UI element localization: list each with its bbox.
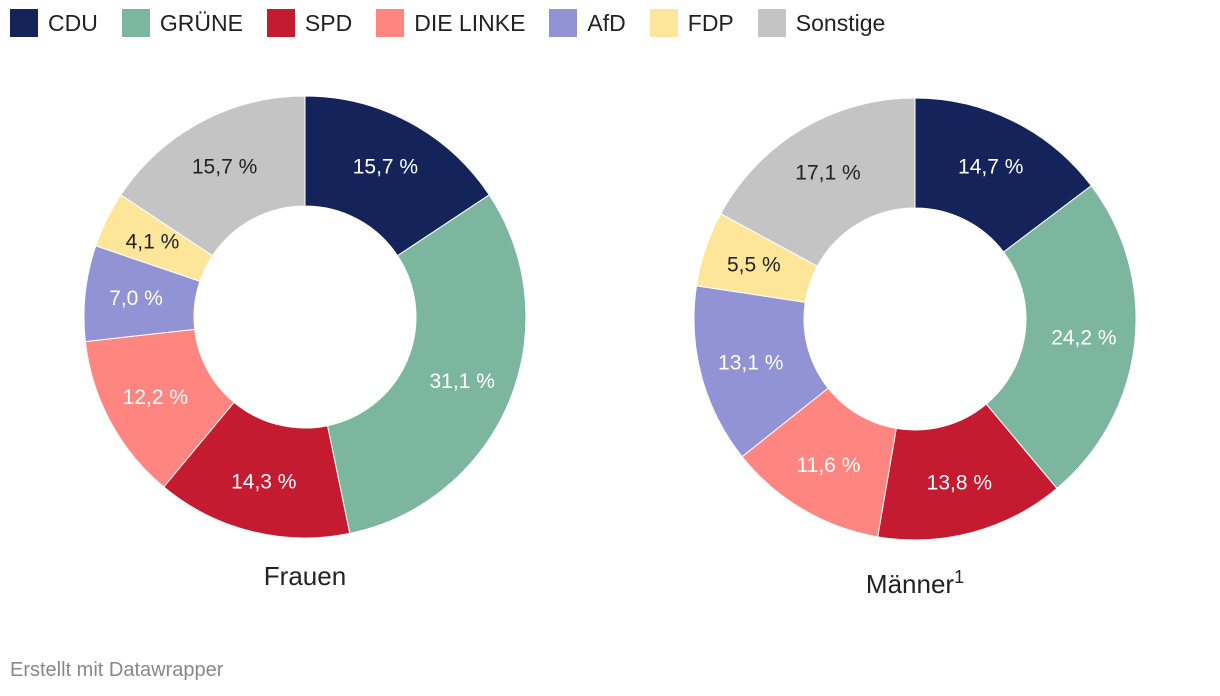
- legend-swatch-fdp: [649, 9, 678, 37]
- slice-m-nner-gruene: [985, 185, 1137, 490]
- donut-frauen: 15,7 % 31,1 % 14,3 % 12,2 % 7,0 % 4,1 % 15,7 %: [83, 95, 527, 539]
- slice-label-frauen-gruene: 31,1 %: [429, 370, 494, 393]
- slice-label-frauen-afd: 7,0 %: [109, 287, 163, 310]
- slice-frauen-gruene: [326, 194, 527, 535]
- legend-label-fdp: FDP: [687, 9, 734, 36]
- legend-label-linke: DIE LINKE: [414, 9, 526, 36]
- legend-label-sonstige: Sonstige: [795, 9, 886, 36]
- slice-label-m-nner-spd: 13,8 %: [927, 472, 992, 495]
- slice-label-m-nner-gruene: 24,2 %: [1051, 327, 1116, 350]
- slice-label-m-nner-afd: 13,1 %: [718, 351, 783, 374]
- slice-m-nner-sonstige: [719, 97, 916, 267]
- footnote-marker: 1: [954, 567, 964, 587]
- slice-label-frauen-cdu: 15,7 %: [353, 156, 418, 179]
- legend-swatch-gruene: [121, 9, 150, 37]
- slice-label-m-nner-cdu: 14,7 %: [958, 155, 1023, 178]
- legend-item-afd: AfD: [549, 9, 626, 37]
- footer-credit: Erstellt mit Datawrapper: [10, 659, 224, 681]
- legend: CDU GRÜNE SPD DIE LINKE AfD FDP Sonstige: [10, 9, 909, 37]
- legend-swatch-afd: [549, 9, 578, 37]
- legend-label-afd: AfD: [587, 9, 626, 36]
- slice-label-frauen-sonstige: 15,7 %: [192, 156, 257, 179]
- slice-frauen-spd: [163, 401, 351, 539]
- slice-label-m-nner-die-linke: 11,6 %: [797, 454, 861, 477]
- legend-item-linke: DIE LINKE: [376, 9, 525, 37]
- legend-item-spd: SPD: [266, 9, 353, 37]
- legend-item-gruene: GRÜNE: [121, 9, 243, 37]
- legend-swatch-linke: [376, 9, 405, 37]
- slice-frauen-cdu: [304, 95, 490, 257]
- legend-item-sonstige: Sonstige: [757, 9, 886, 37]
- legend-swatch-sonstige: [757, 9, 786, 37]
- legend-swatch-cdu: [10, 9, 38, 37]
- slice-label-m-nner-fdp: 5,5 %: [727, 253, 781, 276]
- legend-label-gruene: GRÜNE: [159, 9, 243, 36]
- legend-item-fdp: FDP: [649, 9, 734, 37]
- donut-title-maenner: Männer1: [866, 567, 964, 599]
- legend-item-cdu: CDU: [10, 9, 98, 37]
- donut-title-frauen: Frauen: [264, 561, 346, 591]
- donut-maenner: 14,7 % 24,2 % 13,8 % 11,6 % 13,1 % 5,5 % 17,1 …: [693, 97, 1137, 541]
- slice-frauen-sonstige: [120, 95, 306, 257]
- legend-label-cdu: CDU: [48, 9, 98, 36]
- legend-label-spd: SPD: [304, 9, 353, 36]
- slice-label-m-nner-sonstige: 17,1 %: [795, 161, 860, 184]
- slice-m-nner-spd: [877, 403, 1058, 541]
- slice-label-frauen-fdp: 4,1 %: [126, 231, 180, 254]
- slice-m-nner-cdu: [914, 97, 1093, 253]
- slice-label-frauen-spd: 14,3 %: [231, 470, 296, 493]
- legend-swatch-spd: [266, 9, 295, 37]
- slice-label-frauen-die-linke: 12,2 %: [123, 386, 188, 409]
